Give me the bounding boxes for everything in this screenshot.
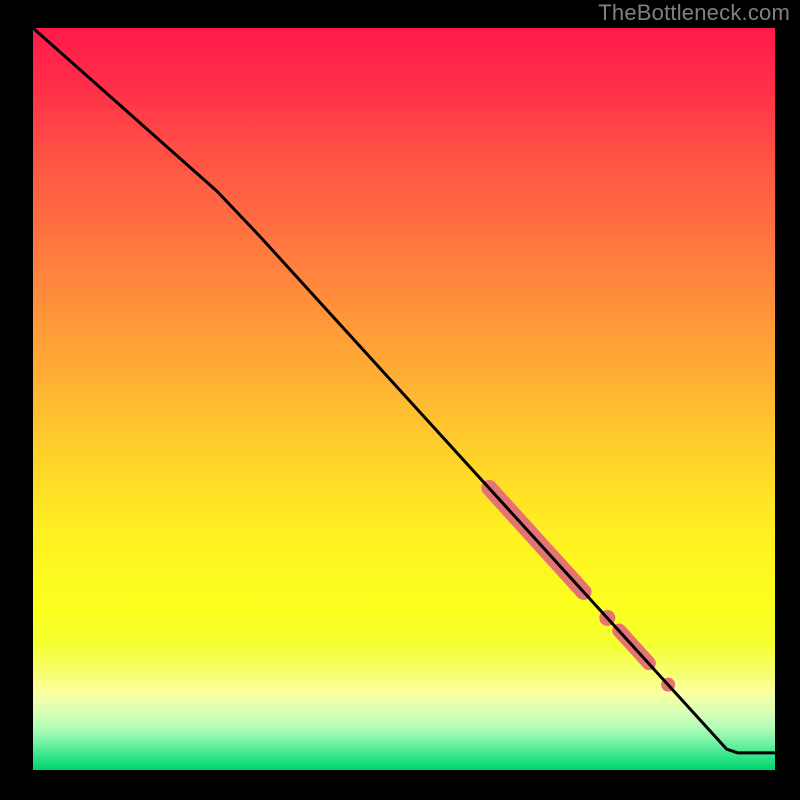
bottleneck-chart: [0, 0, 800, 800]
watermark-text: TheBottleneck.com: [598, 0, 790, 26]
chart-container: TheBottleneck.com: [0, 0, 800, 800]
gradient-plot-area: [33, 28, 775, 770]
